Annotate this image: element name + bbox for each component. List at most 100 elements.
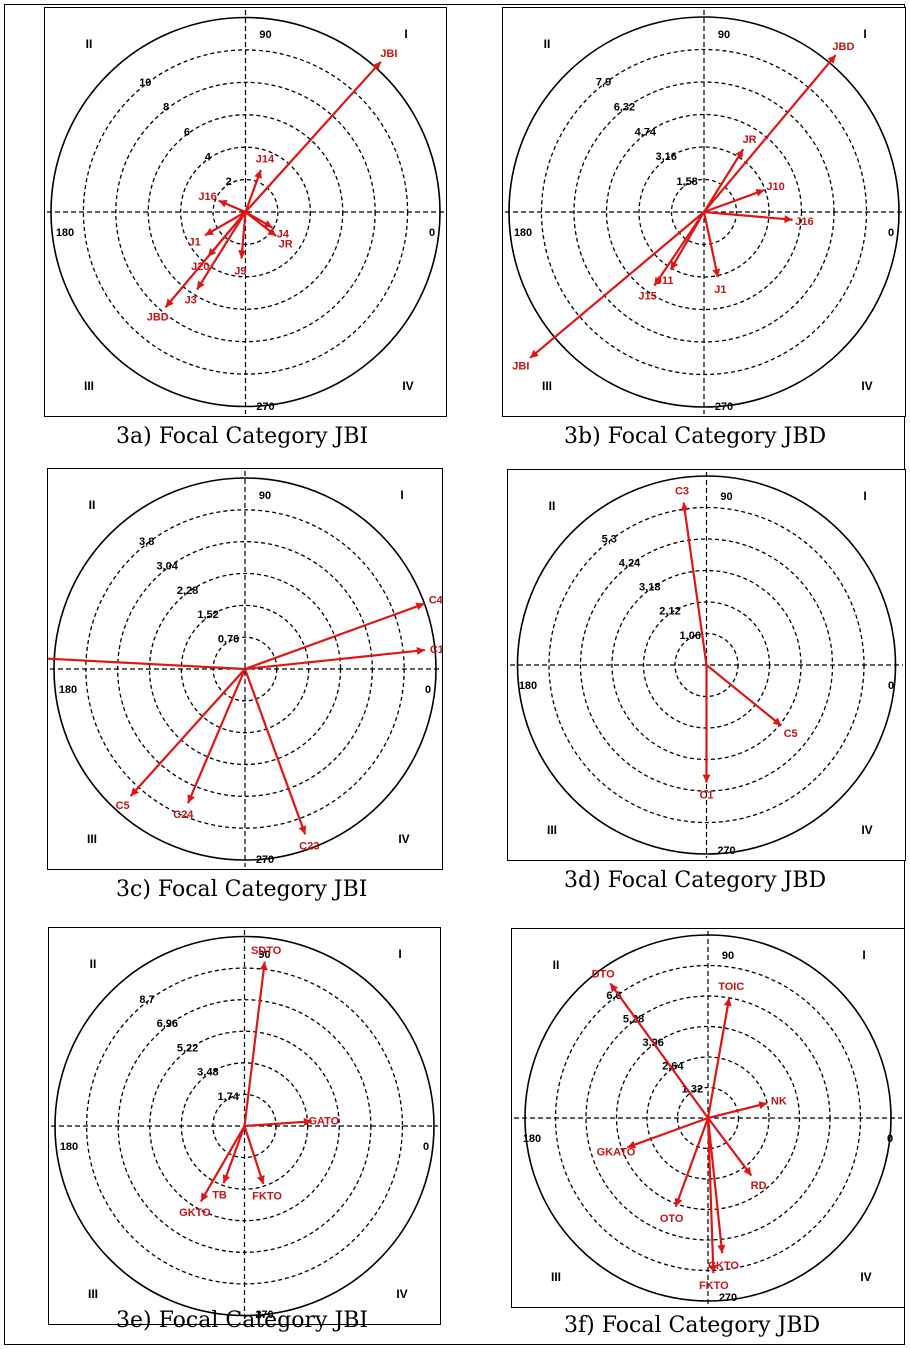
angle-label: 90	[259, 29, 271, 41]
angle-label: 270	[256, 401, 274, 413]
vector-arrowhead	[755, 189, 765, 197]
vector-arrowhead	[372, 61, 381, 71]
vector-arrowhead	[218, 200, 228, 208]
vector-line	[222, 1125, 246, 1184]
vector-line	[706, 1117, 715, 1274]
ring-label: 1,32	[682, 1084, 703, 1096]
vector-label: CKTO	[708, 1260, 739, 1272]
vector-line	[707, 1117, 753, 1177]
angle-label: 90	[258, 949, 270, 961]
vector-arrowhead	[702, 774, 711, 783]
quadrant-label: II	[549, 499, 556, 513]
vector-line	[609, 982, 709, 1119]
vector-line	[703, 189, 765, 214]
vector-line	[196, 211, 247, 291]
angle-label: 180	[56, 227, 74, 239]
ring-label: 0,76	[218, 634, 239, 646]
ring-label: 3,04	[156, 560, 178, 572]
ring-3	[615, 1025, 801, 1211]
vector-label: J16	[795, 216, 813, 228]
quadrant-label: III	[542, 379, 552, 393]
polar-chart-3b: 1,58 3,16 4,74 6,32 7,9 90 180 0 270 I II III IV JBD J…	[502, 7, 906, 417]
vector-line	[674, 1117, 710, 1207]
angle-label: 180	[59, 684, 77, 696]
ring-label: 8,7	[139, 994, 154, 1006]
angle-label: 270	[255, 1309, 273, 1321]
vector-arrowhead	[197, 280, 205, 290]
angle-label: 90	[718, 29, 730, 41]
quadrant-label: I	[398, 947, 401, 961]
vector-label: J4	[277, 229, 290, 241]
ring-label: 7,9	[596, 77, 611, 89]
vector-label: SDTO	[251, 945, 282, 957]
quadrant-label: IV	[861, 823, 872, 837]
vector-label: C5	[784, 728, 798, 740]
quadrant-label: IV	[402, 379, 413, 393]
vector-arrowhead	[187, 794, 195, 804]
vector-line	[707, 1102, 768, 1120]
vector-label: TOIC	[718, 981, 744, 993]
vector-line	[244, 60, 382, 213]
vector-arrowhead	[680, 502, 689, 512]
vector-label: J10	[766, 181, 784, 193]
ring-label: 2,28	[177, 585, 198, 597]
vector-arrowhead	[267, 227, 277, 236]
angle-label: 0	[888, 227, 894, 239]
vector-arrowhead	[303, 1117, 312, 1126]
vector-label: OTO	[660, 1213, 684, 1225]
ring-label: 2	[226, 176, 232, 188]
quadrant-label: III	[88, 1287, 98, 1301]
angle-label: 270	[256, 854, 274, 866]
ring-label: 4,24	[619, 557, 641, 569]
ring-label: 1,06	[680, 630, 701, 642]
vector-arrowhead	[712, 268, 721, 278]
vector-line	[48, 657, 246, 671]
angle-label: 90	[720, 491, 732, 503]
vector-label: DTO	[592, 969, 615, 981]
angle-label: 0	[429, 227, 435, 239]
vector-label: C24	[173, 809, 194, 821]
vector-label: C5	[116, 800, 130, 812]
vector-label: FKTO	[252, 1190, 282, 1202]
vector-label: J1	[714, 284, 726, 296]
angle-label: 180	[519, 680, 537, 692]
vector-line	[129, 668, 246, 797]
caption-3f: 3f) Focal Category JBD	[564, 1313, 821, 1338]
ring-label: 3,48	[197, 1067, 218, 1079]
quadrant-label: III	[551, 1270, 561, 1284]
vector-line	[703, 148, 745, 213]
vector-line	[244, 648, 426, 671]
quadrant-label: I	[863, 489, 866, 503]
vector-line	[705, 664, 783, 727]
caption-3a: 3a) Focal Category JBI	[116, 424, 369, 449]
vector-label: JBD	[147, 312, 169, 324]
ring-label: 5,3	[602, 533, 617, 545]
ring-label: 1,58	[676, 176, 697, 188]
vector-line	[682, 502, 708, 666]
angle-label: 0	[425, 684, 431, 696]
ring-label: 6,32	[614, 101, 635, 113]
vector-line	[706, 1117, 724, 1254]
vector-line	[702, 211, 719, 278]
ring-label: 4,74	[635, 126, 657, 138]
quadrant-label: II	[544, 37, 551, 51]
vector-label: C23	[299, 841, 319, 853]
vector-arrowhead	[709, 1265, 718, 1274]
caption-3b: 3b) Focal Category JBD	[564, 424, 827, 449]
vector-label: GATO	[308, 1115, 339, 1127]
vector-label: TB	[212, 1190, 227, 1202]
polar-chart-3d: 1,06 2,12 3,18 4,24 5,3 90 180 0 270 I II III IV C3 C5…	[507, 469, 906, 861]
ring-label: 3,16	[656, 151, 677, 163]
vector-line	[244, 1120, 312, 1128]
ring-label: 3,18	[639, 582, 660, 594]
vector-arrowhead	[130, 787, 139, 796]
vector-arrowhead	[415, 602, 425, 611]
angle-label: 0	[888, 680, 894, 692]
angle-label: 270	[715, 401, 733, 413]
vector-line	[703, 210, 793, 221]
vector-arrowhead	[298, 825, 307, 835]
vector-label: J16	[198, 191, 216, 203]
ring-label: 5,22	[177, 1042, 198, 1054]
